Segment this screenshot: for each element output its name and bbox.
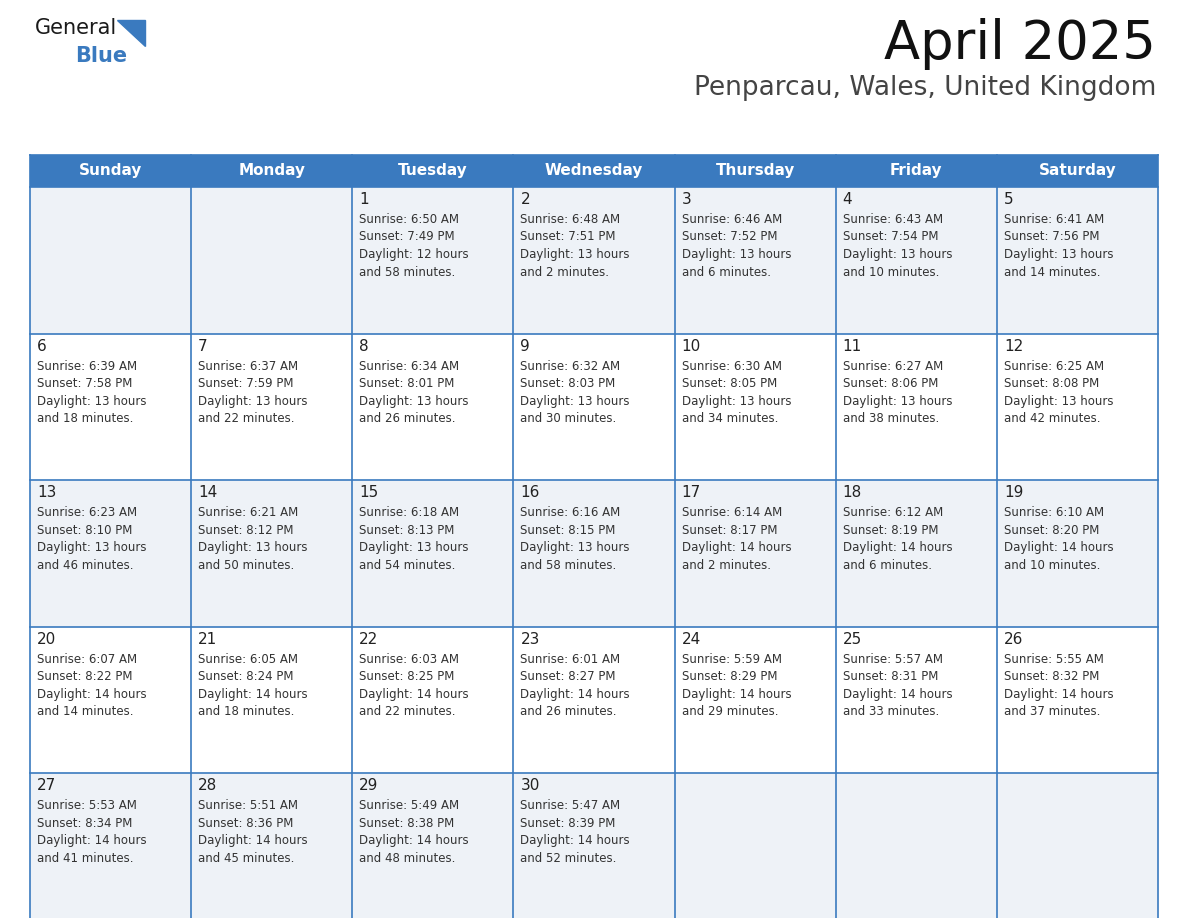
Text: 4: 4 bbox=[842, 192, 852, 207]
Text: Blue: Blue bbox=[75, 46, 127, 66]
Text: Thursday: Thursday bbox=[715, 163, 795, 178]
Text: 12: 12 bbox=[1004, 339, 1023, 353]
Text: Sunrise: 6:01 AM
Sunset: 8:27 PM
Daylight: 14 hours
and 26 minutes.: Sunrise: 6:01 AM Sunset: 8:27 PM Dayligh… bbox=[520, 653, 630, 718]
Text: Sunrise: 6:34 AM
Sunset: 8:01 PM
Daylight: 13 hours
and 26 minutes.: Sunrise: 6:34 AM Sunset: 8:01 PM Dayligh… bbox=[359, 360, 469, 425]
Text: 25: 25 bbox=[842, 632, 862, 647]
Text: Sunrise: 6:32 AM
Sunset: 8:03 PM
Daylight: 13 hours
and 30 minutes.: Sunrise: 6:32 AM Sunset: 8:03 PM Dayligh… bbox=[520, 360, 630, 425]
Text: Sunrise: 6:16 AM
Sunset: 8:15 PM
Daylight: 13 hours
and 58 minutes.: Sunrise: 6:16 AM Sunset: 8:15 PM Dayligh… bbox=[520, 506, 630, 572]
Text: Sunrise: 5:57 AM
Sunset: 8:31 PM
Daylight: 14 hours
and 33 minutes.: Sunrise: 5:57 AM Sunset: 8:31 PM Dayligh… bbox=[842, 653, 953, 718]
Text: 6: 6 bbox=[37, 339, 46, 353]
Text: 18: 18 bbox=[842, 486, 862, 500]
Text: 29: 29 bbox=[359, 778, 379, 793]
Text: Sunrise: 5:51 AM
Sunset: 8:36 PM
Daylight: 14 hours
and 45 minutes.: Sunrise: 5:51 AM Sunset: 8:36 PM Dayligh… bbox=[198, 800, 308, 865]
Text: Sunrise: 6:03 AM
Sunset: 8:25 PM
Daylight: 14 hours
and 22 minutes.: Sunrise: 6:03 AM Sunset: 8:25 PM Dayligh… bbox=[359, 653, 469, 718]
Text: Sunrise: 5:53 AM
Sunset: 8:34 PM
Daylight: 14 hours
and 41 minutes.: Sunrise: 5:53 AM Sunset: 8:34 PM Dayligh… bbox=[37, 800, 146, 865]
Text: Sunrise: 5:55 AM
Sunset: 8:32 PM
Daylight: 14 hours
and 37 minutes.: Sunrise: 5:55 AM Sunset: 8:32 PM Dayligh… bbox=[1004, 653, 1113, 718]
Text: Sunrise: 6:18 AM
Sunset: 8:13 PM
Daylight: 13 hours
and 54 minutes.: Sunrise: 6:18 AM Sunset: 8:13 PM Dayligh… bbox=[359, 506, 469, 572]
Text: Sunday: Sunday bbox=[78, 163, 143, 178]
Text: 16: 16 bbox=[520, 486, 539, 500]
Text: Sunrise: 6:43 AM
Sunset: 7:54 PM
Daylight: 13 hours
and 10 minutes.: Sunrise: 6:43 AM Sunset: 7:54 PM Dayligh… bbox=[842, 213, 953, 278]
Text: 30: 30 bbox=[520, 778, 539, 793]
Text: 1: 1 bbox=[359, 192, 369, 207]
Text: Friday: Friday bbox=[890, 163, 942, 178]
Text: Sunrise: 6:39 AM
Sunset: 7:58 PM
Daylight: 13 hours
and 18 minutes.: Sunrise: 6:39 AM Sunset: 7:58 PM Dayligh… bbox=[37, 360, 146, 425]
Text: Sunrise: 5:47 AM
Sunset: 8:39 PM
Daylight: 14 hours
and 52 minutes.: Sunrise: 5:47 AM Sunset: 8:39 PM Dayligh… bbox=[520, 800, 630, 865]
Text: Saturday: Saturday bbox=[1038, 163, 1117, 178]
Text: April 2025: April 2025 bbox=[884, 18, 1156, 70]
Text: 22: 22 bbox=[359, 632, 379, 647]
Text: General: General bbox=[34, 18, 118, 38]
Text: 27: 27 bbox=[37, 778, 56, 793]
Text: Monday: Monday bbox=[239, 163, 305, 178]
Text: Sunrise: 6:10 AM
Sunset: 8:20 PM
Daylight: 14 hours
and 10 minutes.: Sunrise: 6:10 AM Sunset: 8:20 PM Dayligh… bbox=[1004, 506, 1113, 572]
Text: Sunrise: 6:23 AM
Sunset: 8:10 PM
Daylight: 13 hours
and 46 minutes.: Sunrise: 6:23 AM Sunset: 8:10 PM Dayligh… bbox=[37, 506, 146, 572]
Text: 8: 8 bbox=[359, 339, 369, 353]
Text: 2: 2 bbox=[520, 192, 530, 207]
Text: 21: 21 bbox=[198, 632, 217, 647]
Text: 28: 28 bbox=[198, 778, 217, 793]
Text: Sunrise: 6:50 AM
Sunset: 7:49 PM
Daylight: 12 hours
and 58 minutes.: Sunrise: 6:50 AM Sunset: 7:49 PM Dayligh… bbox=[359, 213, 469, 278]
Text: 7: 7 bbox=[198, 339, 208, 353]
Text: Sunrise: 6:07 AM
Sunset: 8:22 PM
Daylight: 14 hours
and 14 minutes.: Sunrise: 6:07 AM Sunset: 8:22 PM Dayligh… bbox=[37, 653, 146, 718]
Bar bbox=[30, 480, 1158, 627]
Text: Sunrise: 6:37 AM
Sunset: 7:59 PM
Daylight: 13 hours
and 22 minutes.: Sunrise: 6:37 AM Sunset: 7:59 PM Dayligh… bbox=[198, 360, 308, 425]
Text: Sunrise: 6:05 AM
Sunset: 8:24 PM
Daylight: 14 hours
and 18 minutes.: Sunrise: 6:05 AM Sunset: 8:24 PM Dayligh… bbox=[198, 653, 308, 718]
Text: 10: 10 bbox=[682, 339, 701, 353]
Text: Sunrise: 5:59 AM
Sunset: 8:29 PM
Daylight: 14 hours
and 29 minutes.: Sunrise: 5:59 AM Sunset: 8:29 PM Dayligh… bbox=[682, 653, 791, 718]
Text: Sunrise: 6:30 AM
Sunset: 8:05 PM
Daylight: 13 hours
and 34 minutes.: Sunrise: 6:30 AM Sunset: 8:05 PM Dayligh… bbox=[682, 360, 791, 425]
Text: Sunrise: 6:12 AM
Sunset: 8:19 PM
Daylight: 14 hours
and 6 minutes.: Sunrise: 6:12 AM Sunset: 8:19 PM Dayligh… bbox=[842, 506, 953, 572]
Bar bbox=[30, 155, 1158, 187]
Text: Sunrise: 6:25 AM
Sunset: 8:08 PM
Daylight: 13 hours
and 42 minutes.: Sunrise: 6:25 AM Sunset: 8:08 PM Dayligh… bbox=[1004, 360, 1113, 425]
Bar bbox=[30, 333, 1158, 480]
Polygon shape bbox=[116, 20, 145, 46]
Text: 24: 24 bbox=[682, 632, 701, 647]
Text: Tuesday: Tuesday bbox=[398, 163, 468, 178]
Text: 3: 3 bbox=[682, 192, 691, 207]
Text: Penparcau, Wales, United Kingdom: Penparcau, Wales, United Kingdom bbox=[694, 75, 1156, 101]
Text: Sunrise: 6:21 AM
Sunset: 8:12 PM
Daylight: 13 hours
and 50 minutes.: Sunrise: 6:21 AM Sunset: 8:12 PM Dayligh… bbox=[198, 506, 308, 572]
Text: Sunrise: 6:14 AM
Sunset: 8:17 PM
Daylight: 14 hours
and 2 minutes.: Sunrise: 6:14 AM Sunset: 8:17 PM Dayligh… bbox=[682, 506, 791, 572]
Bar bbox=[30, 187, 1158, 333]
Text: 13: 13 bbox=[37, 486, 56, 500]
Text: 17: 17 bbox=[682, 486, 701, 500]
Text: Sunrise: 6:41 AM
Sunset: 7:56 PM
Daylight: 13 hours
and 14 minutes.: Sunrise: 6:41 AM Sunset: 7:56 PM Dayligh… bbox=[1004, 213, 1113, 278]
Text: 19: 19 bbox=[1004, 486, 1023, 500]
Text: 14: 14 bbox=[198, 486, 217, 500]
Text: Sunrise: 6:27 AM
Sunset: 8:06 PM
Daylight: 13 hours
and 38 minutes.: Sunrise: 6:27 AM Sunset: 8:06 PM Dayligh… bbox=[842, 360, 953, 425]
Text: 20: 20 bbox=[37, 632, 56, 647]
Bar bbox=[30, 773, 1158, 918]
Text: 5: 5 bbox=[1004, 192, 1013, 207]
Text: 23: 23 bbox=[520, 632, 539, 647]
Text: Sunrise: 5:49 AM
Sunset: 8:38 PM
Daylight: 14 hours
and 48 minutes.: Sunrise: 5:49 AM Sunset: 8:38 PM Dayligh… bbox=[359, 800, 469, 865]
Bar bbox=[30, 627, 1158, 773]
Text: 15: 15 bbox=[359, 486, 379, 500]
Text: 26: 26 bbox=[1004, 632, 1023, 647]
Text: Sunrise: 6:46 AM
Sunset: 7:52 PM
Daylight: 13 hours
and 6 minutes.: Sunrise: 6:46 AM Sunset: 7:52 PM Dayligh… bbox=[682, 213, 791, 278]
Text: Wednesday: Wednesday bbox=[545, 163, 643, 178]
Text: 11: 11 bbox=[842, 339, 862, 353]
Text: Sunrise: 6:48 AM
Sunset: 7:51 PM
Daylight: 13 hours
and 2 minutes.: Sunrise: 6:48 AM Sunset: 7:51 PM Dayligh… bbox=[520, 213, 630, 278]
Text: 9: 9 bbox=[520, 339, 530, 353]
